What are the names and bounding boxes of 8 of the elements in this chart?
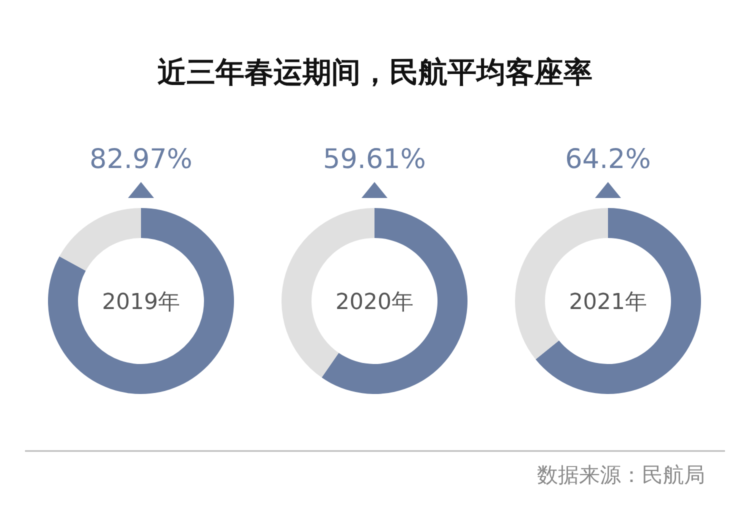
text: 2020年 [336,290,414,315]
text: 近三年春运期间，民航平均客座率 [158,55,592,89]
data-label: 64.2% [565,144,651,175]
text: 2019年 [102,290,180,315]
data-label: 82.97% [90,144,192,175]
source-note: 数据来源：民航局 [537,463,705,487]
data-label: 59.61% [323,144,426,175]
text: 2021年 [569,290,647,315]
